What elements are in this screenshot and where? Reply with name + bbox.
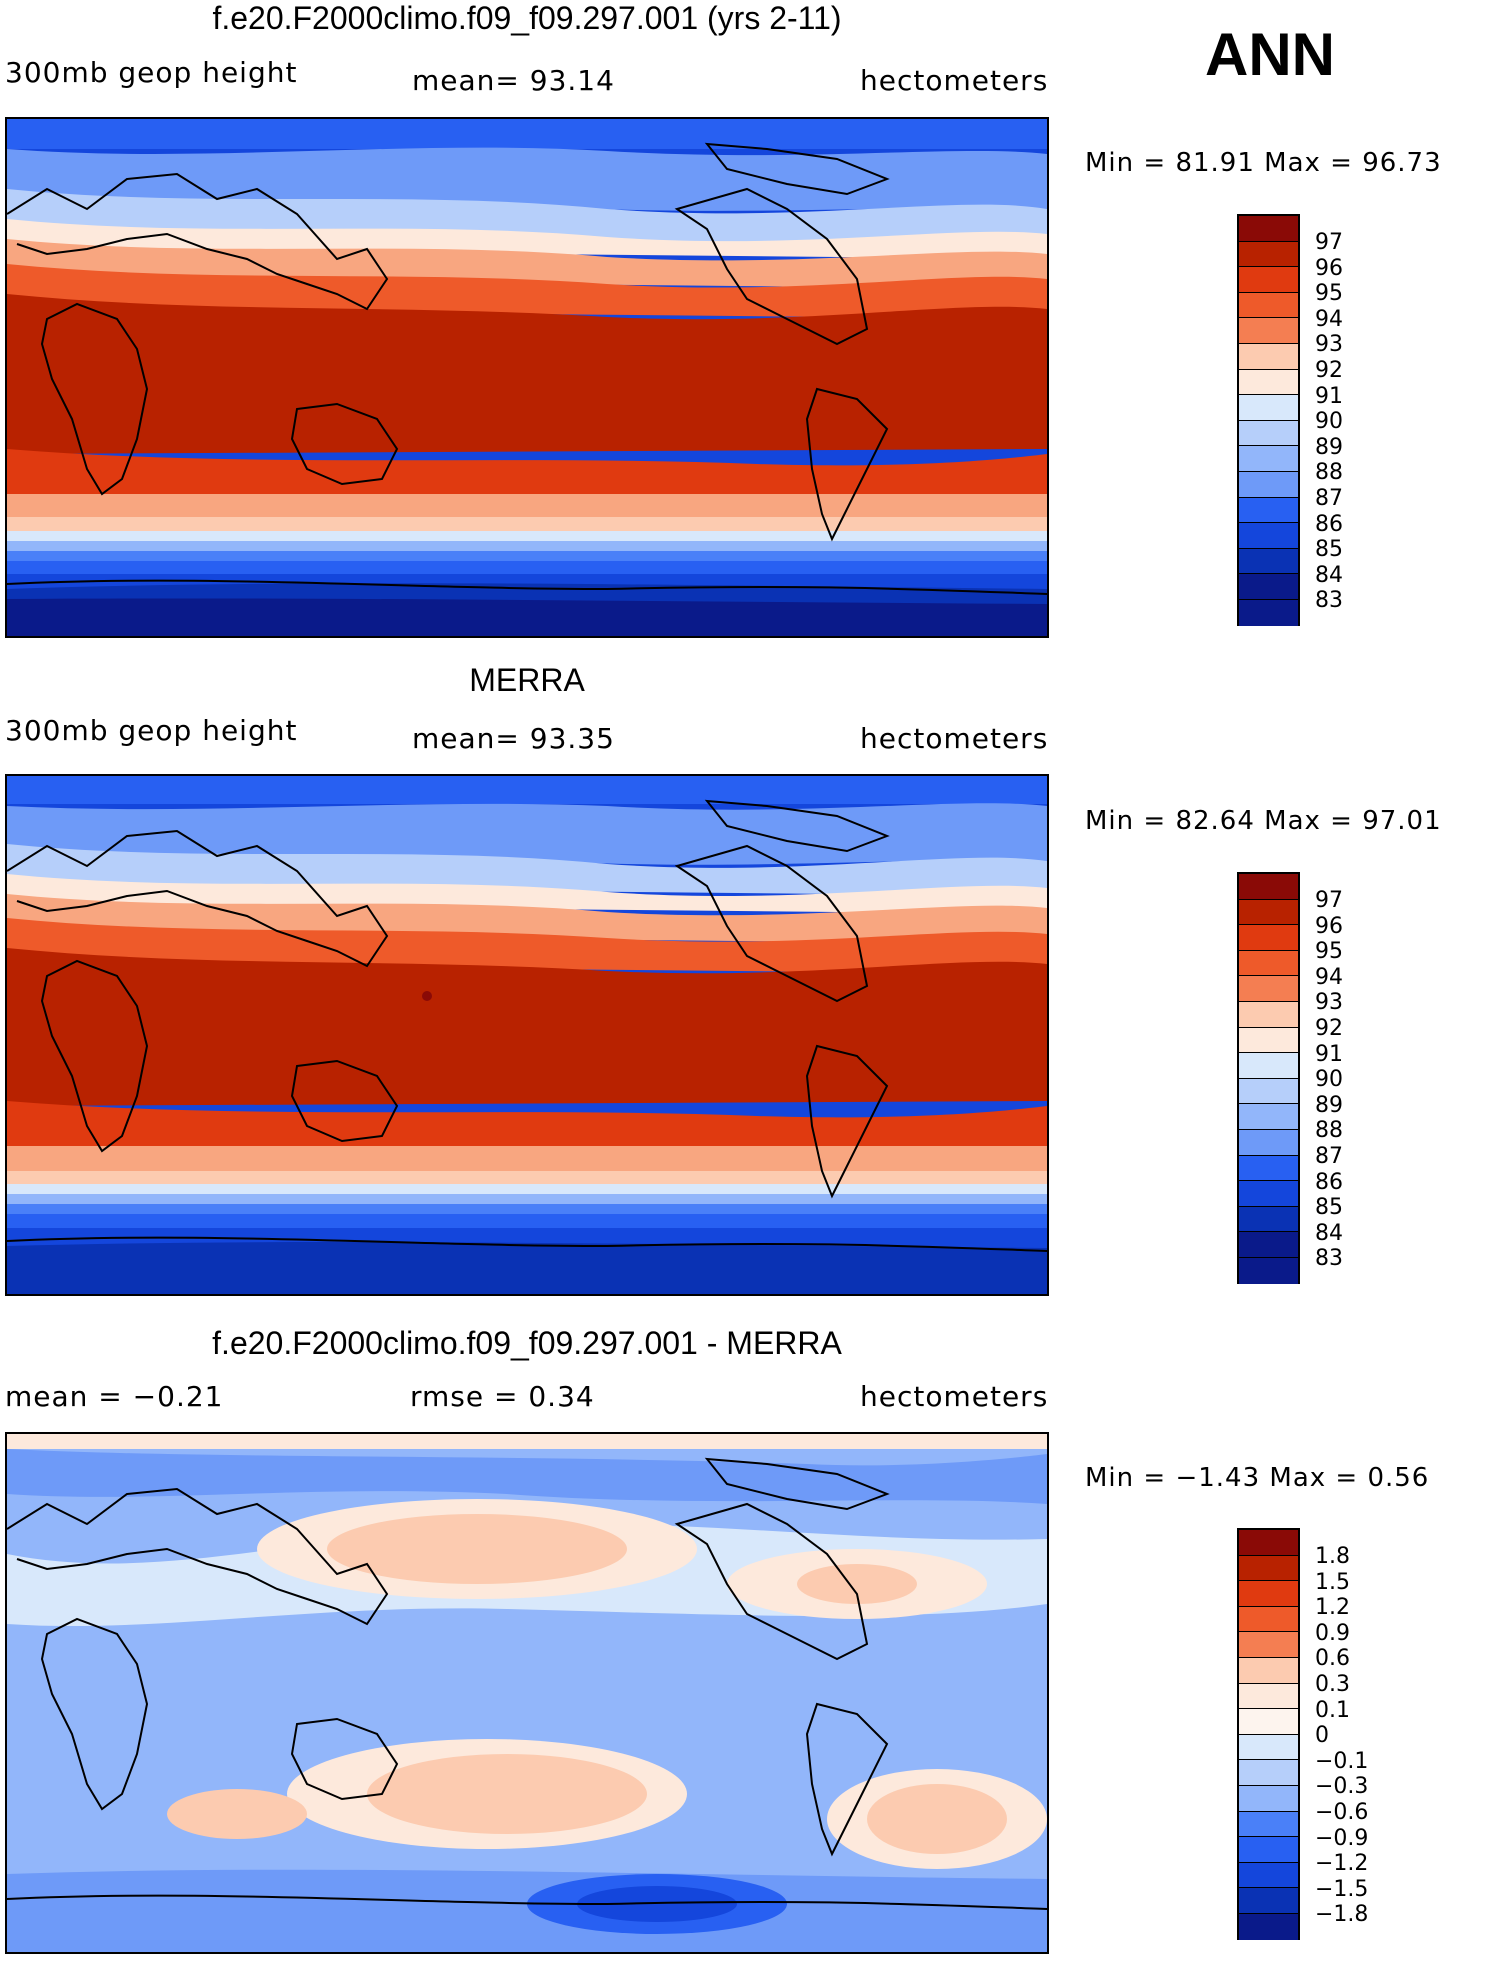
panel-3-coastlines [7,1457,1047,1910]
panel-2-map [5,774,1049,1296]
colorbar-tick-label: 86 [1315,1169,1343,1195]
colorbar-tick-label: 95 [1315,281,1343,307]
panel-1-variable-label: 300mb geop height [5,56,298,89]
panel-2-colorbar [1237,872,1300,1284]
colorbar-tick-label: 85 [1315,537,1343,563]
colorbar-tick-label: 92 [1315,357,1343,383]
colorbar-tick-label: 1.8 [1315,1544,1350,1569]
panel-2-units-label: hectometers [860,722,1049,755]
colorbar-tick-label: −0.6 [1315,1799,1369,1825]
colorbar-tick-label: 87 [1315,1143,1343,1169]
colorbar-tick-label: 96 [1315,255,1343,281]
colorbar-tick-label: 83 [1315,1246,1343,1272]
colorbar-tick-label: −0.9 [1315,1825,1369,1851]
colorbar-tick-label: 93 [1315,332,1343,358]
panel-2-variable-label: 300mb geop height [5,714,298,747]
colorbar-tick-label: 97 [1315,230,1343,255]
colorbar-tick-label: 84 [1315,1220,1343,1246]
panel-1-colorbar [1237,214,1300,626]
colorbar-tick-label: 0.6 [1315,1646,1350,1672]
colorbar-tick-label: 90 [1315,409,1343,435]
colorbar-tick-label: 0.9 [1315,1620,1350,1646]
panel-3-map [5,1432,1049,1954]
colorbar-tick-label: 93 [1315,990,1343,1016]
colorbar-tick-label: −0.3 [1315,1774,1369,1800]
colorbar-tick-label: 94 [1315,306,1343,332]
panel-3-minmax: Min = −1.43 Max = 0.56 [1085,1463,1430,1493]
colorbar-tick-label: −1.8 [1315,1902,1369,1928]
colorbar-tick-label: 0 [1315,1723,1329,1749]
panel-1-units-label: hectometers [860,64,1049,97]
colorbar-tick-label: 88 [1315,460,1343,486]
colorbar-tick-label: 86 [1315,511,1343,537]
colorbar-tick-label: 90 [1315,1067,1343,1093]
colorbar-tick-label: 84 [1315,562,1343,588]
colorbar-tick-label: 87 [1315,485,1343,511]
panel-3-title: f.e20.F2000climo.f09_f09.297.001 - MERRA [212,1325,842,1361]
colorbar-tick-label: 88 [1315,1118,1343,1144]
panel-2-mean-label: mean= 93.35 [412,722,615,755]
panel-2-field [7,776,1047,1294]
panel-3-mean-label: mean = −0.21 [5,1380,224,1413]
panel-2-minmax: Min = 82.64 Max = 97.01 [1085,806,1442,836]
panel-1-minmax: Min = 81.91 Max = 96.73 [1085,148,1442,178]
colorbar-tick-label: 92 [1315,1015,1343,1041]
colorbar-tick-label: −1.5 [1315,1876,1369,1902]
colorbar-tick-label: −1.2 [1315,1851,1369,1877]
panel-3-field [7,1434,1047,1952]
panel-1-colorbar-labels: 97 96 95 94 93 92 91 90 89 88 87 86 85 8… [1315,230,1343,614]
colorbar-tick-label: 0.1 [1315,1697,1350,1723]
colorbar-tick-label: 91 [1315,383,1343,409]
colorbar-tick-label: −0.1 [1315,1748,1369,1774]
colorbar-tick-label: 85 [1315,1195,1343,1221]
panel-2-colorbar-labels: 97 96 95 94 93 92 91 90 89 88 87 86 85 8… [1315,888,1343,1272]
panel-1-coastlines [7,142,1047,595]
panel-1-map [5,117,1049,638]
panel-1-title: f.e20.F2000climo.f09_f09.297.001 (yrs 2-… [212,0,842,36]
colorbar-tick-label: 89 [1315,434,1343,460]
colorbar-tick-label: 94 [1315,964,1343,990]
panel-2-coastlines [7,799,1047,1252]
colorbar-tick-label: 97 [1315,888,1343,913]
colorbar-tick-label: 89 [1315,1092,1343,1118]
season-label: ANN [1205,21,1335,88]
colorbar-tick-label: 95 [1315,939,1343,965]
panel-2-title: MERRA [469,662,585,698]
panel-1-field [7,119,1047,636]
panel-1-mean-label: mean= 93.14 [412,64,615,97]
panel-3-colorbar [1237,1528,1300,1940]
colorbar-tick-label: 1.2 [1315,1595,1350,1621]
colorbar-tick-label: 0.3 [1315,1671,1350,1697]
panel-3-colorbar-labels: 1.8 1.5 1.2 0.9 0.6 0.3 0.1 0 −0.1 −0.3 … [1315,1544,1368,1928]
panel-3-units-label: hectometers [860,1380,1049,1413]
colorbar-tick-label: 96 [1315,913,1343,939]
colorbar-tick-label: 83 [1315,588,1343,614]
colorbar-tick-label: 91 [1315,1041,1343,1067]
panel-3-rmse-label: rmse = 0.34 [410,1380,595,1413]
colorbar-tick-label: 1.5 [1315,1569,1350,1595]
